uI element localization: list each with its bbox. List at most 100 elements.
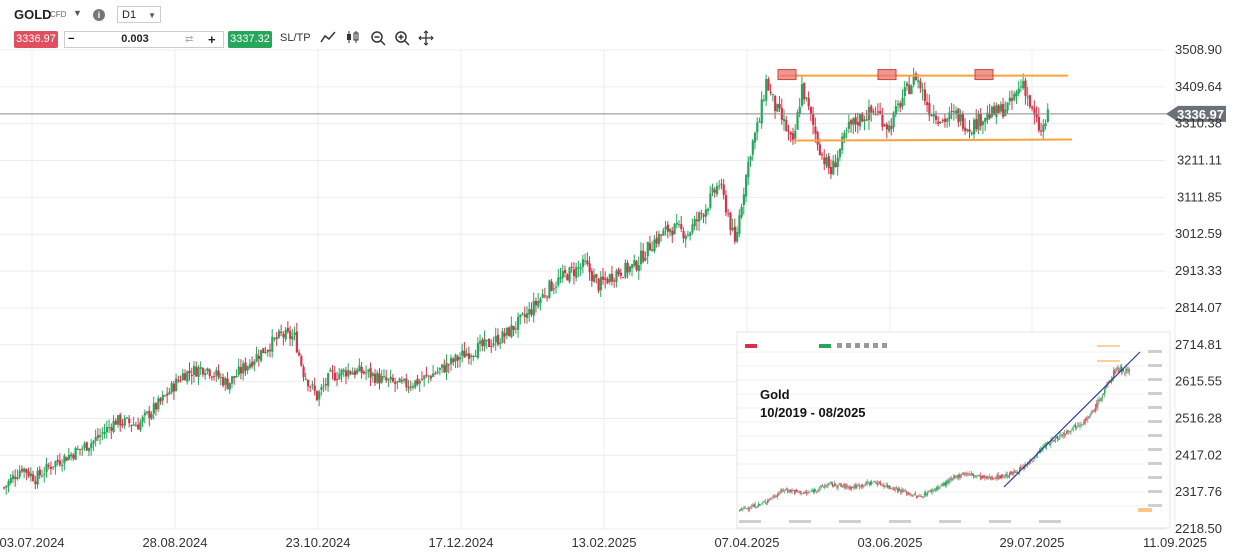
candle	[532, 292, 535, 323]
inset-candle-body	[1073, 424, 1075, 426]
candle-body	[521, 313, 524, 315]
candle	[262, 347, 265, 354]
candle	[1019, 79, 1023, 93]
line-chart-icon[interactable]	[320, 30, 336, 47]
inset-candle	[801, 493, 803, 495]
candle-body	[543, 295, 547, 297]
candle-body	[11, 475, 15, 480]
y-tick-label: 2814.07	[1175, 300, 1222, 315]
zoom-in-icon[interactable]	[394, 30, 410, 49]
candle-body	[70, 454, 73, 457]
inset-candle-body	[743, 507, 745, 509]
move-icon[interactable]	[418, 30, 434, 49]
symbol-name[interactable]: GOLD	[14, 7, 52, 22]
inset-candle-body	[781, 489, 783, 491]
inset-candle-body	[968, 473, 970, 475]
candle-body	[778, 104, 781, 109]
inset-candle	[796, 488, 798, 493]
quantity-decrease-button[interactable]: −	[68, 33, 75, 45]
candle	[599, 271, 602, 297]
candle	[286, 321, 290, 334]
candle-body	[396, 381, 399, 383]
sell-button[interactable]: 3336.97	[14, 31, 58, 48]
inset-candle	[842, 484, 843, 489]
inset-candle	[901, 487, 903, 495]
candle-body	[995, 105, 998, 118]
inset-candle-body	[769, 498, 771, 501]
candle-body	[702, 214, 705, 217]
inset-candle	[985, 475, 987, 480]
inset-candle-body	[975, 475, 977, 477]
symbol-dropdown-icon[interactable]: ▼	[73, 8, 82, 18]
candle	[715, 182, 719, 197]
candle-body	[465, 353, 468, 356]
swap-icon[interactable]: ⇄	[185, 34, 194, 45]
candle-body	[188, 370, 191, 374]
candle-body	[163, 395, 167, 397]
info-icon[interactable]: i	[93, 9, 105, 21]
quantity-field[interactable]: − 0.003 ⇄	[64, 31, 224, 48]
candle	[624, 259, 627, 280]
candles-icon[interactable]	[345, 30, 361, 47]
inset-candle-body	[808, 492, 810, 493]
candle	[774, 95, 777, 119]
quantity-value[interactable]: 0.003	[121, 33, 149, 45]
inset-candle-body	[830, 481, 832, 484]
buy-button[interactable]: 3337.32	[228, 31, 272, 48]
inset-candle	[967, 472, 969, 477]
candle-body	[496, 334, 500, 345]
inset-candle	[874, 481, 876, 484]
candle	[613, 277, 616, 288]
candle-body	[199, 367, 202, 369]
sl-tp-button[interactable]: SL/TP	[280, 32, 311, 44]
candle-body	[883, 125, 886, 127]
inset-candle	[910, 492, 912, 497]
candle	[548, 279, 551, 300]
candle-body	[450, 357, 453, 365]
candle	[266, 349, 269, 357]
inset-candle-body	[939, 486, 941, 488]
candle	[867, 99, 871, 130]
candle	[508, 326, 511, 337]
inset-candle	[1098, 396, 1100, 404]
candle	[1013, 91, 1016, 102]
inset-candle-body	[1104, 389, 1106, 395]
inset-candle-body	[872, 482, 874, 484]
candle-body	[525, 313, 529, 318]
candle	[423, 374, 426, 387]
candle	[257, 349, 260, 367]
candle	[360, 361, 363, 379]
inset-candle	[938, 485, 940, 490]
inset-candle-body	[838, 484, 840, 486]
candle	[476, 337, 480, 360]
candle-body	[338, 373, 341, 380]
zoom-out-icon[interactable]	[370, 30, 386, 49]
quantity-increase-button[interactable]: +	[208, 32, 216, 47]
candle	[479, 334, 482, 352]
candle	[729, 211, 732, 236]
candle-body	[975, 119, 978, 130]
inset-candle-body	[892, 488, 894, 490]
inset-candle-body	[927, 492, 929, 496]
inset-candle	[905, 490, 907, 496]
candle	[673, 223, 676, 235]
inset-candle-body	[942, 483, 944, 486]
timeframe-select[interactable]: D1 ▼	[117, 6, 161, 23]
candle	[530, 302, 533, 317]
inset-candle	[782, 487, 784, 493]
candle-body	[930, 115, 933, 117]
inset-candle	[774, 494, 776, 498]
inset-candle-body	[775, 496, 777, 498]
candle-body	[251, 361, 254, 367]
inset-candle-body	[1058, 439, 1060, 440]
candle-body	[950, 110, 953, 112]
candle	[733, 218, 737, 245]
candle-body	[523, 314, 526, 317]
inset-candle	[764, 498, 766, 505]
candle	[456, 354, 459, 369]
inset-candle	[752, 503, 754, 507]
inset-candle-body	[816, 491, 818, 492]
inset-candle	[759, 503, 761, 507]
inset-candle-body	[1095, 404, 1097, 412]
